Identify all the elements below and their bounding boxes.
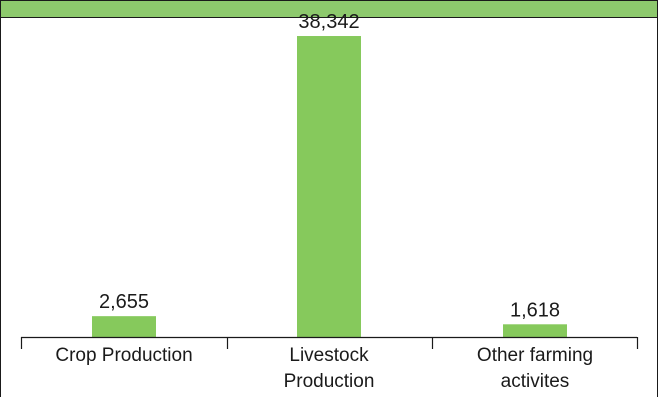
category-label-line: Other farming [477, 345, 593, 366]
data-label: 1,618 [510, 299, 560, 321]
category-label: Crop Production [55, 345, 192, 366]
data-label: 38,342 [298, 11, 359, 33]
bar [92, 316, 156, 337]
category-label-line: activites [501, 371, 570, 392]
category-label: Other farming activites [477, 345, 593, 392]
category-label-line: Production [284, 371, 375, 392]
category-label-line: Livestock [289, 345, 369, 366]
category-label-line: Crop Production [55, 345, 192, 366]
category-label: Livestock Production [284, 345, 375, 392]
header-band [1, 1, 657, 18]
bar [503, 324, 567, 337]
bar [297, 36, 361, 338]
data-label: 2,655 [99, 291, 149, 313]
